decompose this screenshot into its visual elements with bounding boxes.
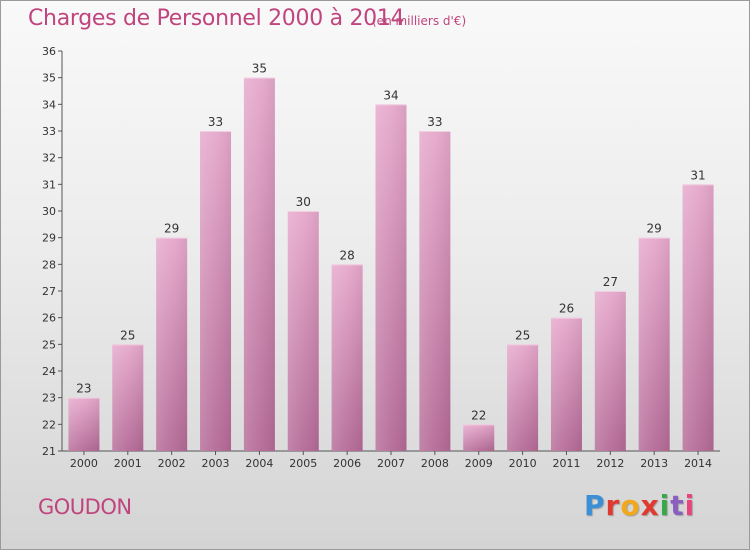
value-label: 27 <box>603 275 618 289</box>
value-label: 30 <box>296 195 311 209</box>
y-tick-label: 29 <box>42 232 56 245</box>
bar-highlight <box>287 211 319 451</box>
logo-letter: i <box>659 489 671 522</box>
value-label: 23 <box>76 382 91 396</box>
logo-letter: x <box>640 489 660 522</box>
x-axis-labels: 2000 2001 2002 2003 2004 2005 2006 2007 2008 2009… <box>70 457 712 470</box>
bar-highlight <box>68 397 100 451</box>
x-tick-label: 2013 <box>640 457 668 470</box>
bar-highlight <box>594 291 626 451</box>
bar-highlight <box>243 77 275 452</box>
y-tick-label: 24 <box>42 365 56 378</box>
y-tick-label: 21 <box>42 445 56 458</box>
chart-subtitle: (en milliers d'€) <box>372 14 467 28</box>
value-label: 34 <box>383 88 398 102</box>
x-tick-label: 2003 <box>202 457 230 470</box>
x-tick-label: 2004 <box>245 457 273 470</box>
y-tick-label: 23 <box>42 392 56 405</box>
value-label: 31 <box>690 168 705 182</box>
bar-highlight <box>156 237 188 451</box>
commune-name: GOUDON <box>38 495 132 519</box>
x-tick-label: 2000 <box>70 457 98 470</box>
value-labels: 23 25 29 33 35 30 28 34 33 22 25 26 27 29 31 <box>76 62 705 423</box>
bar-highlight <box>200 131 232 451</box>
bar-highlight <box>638 237 670 451</box>
y-tick-label: 30 <box>42 205 56 218</box>
x-tick-label: 2012 <box>596 457 624 470</box>
x-tick-label: 2005 <box>289 457 317 470</box>
y-tick-label: 35 <box>42 72 56 85</box>
bar-highlight <box>375 104 407 451</box>
x-tick-label: 2001 <box>114 457 142 470</box>
bar-highlight <box>550 317 582 451</box>
logo-letter: o <box>620 489 641 522</box>
x-tick-label: 2006 <box>333 457 361 470</box>
y-tick-label: 22 <box>42 418 56 431</box>
bar-highlight <box>682 184 714 452</box>
bar-highlight <box>331 264 363 451</box>
x-tick-label: 2011 <box>552 457 580 470</box>
y-tick-label: 36 <box>42 45 56 58</box>
logo-letter: t <box>670 489 685 522</box>
x-tick-label: 2007 <box>377 457 405 470</box>
value-label: 25 <box>515 328 530 342</box>
value-label: 28 <box>339 248 354 262</box>
y-axis-labels: 21 22 23 24 25 26 27 28 29 30 31 32 33 34 35 36 <box>42 45 56 458</box>
proxiti-logo: Proxiti <box>584 489 695 522</box>
value-label: 29 <box>647 222 662 236</box>
value-label: 22 <box>471 408 486 422</box>
y-tick-label: 34 <box>42 98 56 111</box>
y-tick-label: 32 <box>42 152 56 165</box>
logo-letter: r <box>605 489 621 522</box>
bar-highlight <box>419 131 451 451</box>
value-label: 33 <box>427 115 442 129</box>
y-tick-label: 27 <box>42 285 56 298</box>
y-tick-label: 25 <box>42 338 56 351</box>
chart-title: Charges de Personnel 2000 à 2014 <box>28 6 405 31</box>
value-label: 29 <box>164 222 179 236</box>
x-tick-label: 2014 <box>684 457 712 470</box>
y-tick-label: 26 <box>42 312 56 325</box>
x-tick-label: 2002 <box>158 457 186 470</box>
x-tick-label: 2010 <box>509 457 537 470</box>
logo-letter: i <box>684 489 696 522</box>
y-tick-label: 31 <box>42 178 56 191</box>
value-label: 25 <box>120 328 135 342</box>
x-tick-label: 2008 <box>421 457 449 470</box>
value-label: 26 <box>559 302 574 316</box>
value-label: 33 <box>208 115 223 129</box>
logo-letter: P <box>584 489 606 522</box>
bar-highlight <box>463 424 495 451</box>
value-label: 35 <box>252 62 267 76</box>
x-tick-label: 2009 <box>465 457 493 470</box>
bar-highlight <box>507 344 539 451</box>
y-tick-label: 33 <box>42 125 56 138</box>
bar-highlight <box>112 344 144 451</box>
chart-bars <box>68 77 714 452</box>
y-tick-label: 28 <box>42 258 56 271</box>
